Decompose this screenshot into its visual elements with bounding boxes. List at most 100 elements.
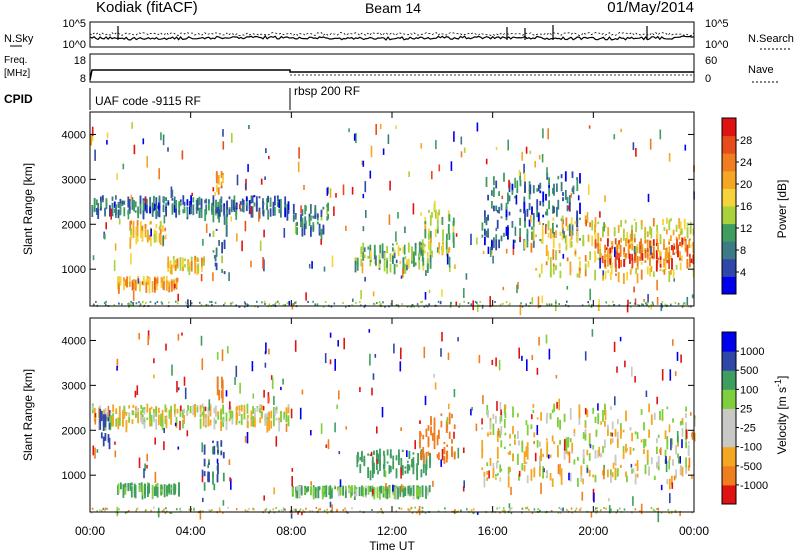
data-cell	[485, 158, 488, 165]
data-cell	[246, 303, 249, 306]
data-cell	[668, 241, 670, 245]
data-cell	[484, 236, 486, 246]
data-cell	[205, 416, 207, 426]
data-cell	[135, 509, 137, 512]
data-cell	[245, 203, 248, 206]
data-cell	[675, 469, 677, 479]
data-cell	[130, 486, 133, 498]
data-cell	[361, 452, 363, 456]
data-cell	[486, 462, 489, 467]
data-cell	[407, 258, 410, 269]
data-cell	[194, 260, 197, 270]
data-cell	[440, 459, 442, 467]
data-cell	[275, 406, 278, 411]
data-cell	[386, 461, 389, 464]
data-cell	[673, 243, 676, 248]
data-cell	[435, 140, 437, 150]
data-cell	[523, 465, 526, 472]
data-cell	[222, 511, 224, 514]
data-cell	[520, 302, 522, 305]
data-cell	[132, 302, 134, 304]
data-cell	[386, 264, 388, 274]
data-cell	[655, 242, 658, 247]
data-cell	[521, 463, 524, 471]
data-cell	[208, 459, 210, 464]
data-cell	[393, 252, 396, 259]
data-cell	[112, 404, 114, 413]
data-cell	[214, 262, 217, 267]
data-cell	[445, 240, 448, 250]
data-cell	[613, 134, 616, 140]
data-cell	[438, 242, 441, 250]
data-cell	[235, 508, 238, 511]
data-cell	[205, 198, 208, 204]
data-cell	[511, 221, 514, 228]
x-tick-label: 00:00	[679, 524, 709, 538]
data-cell	[190, 257, 193, 261]
data-cell	[601, 258, 604, 264]
data-cell	[491, 359, 494, 366]
data-cell	[209, 419, 212, 426]
data-cell	[656, 508, 658, 510]
data-cell	[431, 432, 434, 437]
data-cell	[619, 252, 622, 257]
data-cell	[511, 183, 514, 192]
data-cell	[200, 209, 203, 218]
data-cell	[296, 221, 298, 226]
data-cell	[553, 405, 556, 412]
data-cell	[189, 201, 191, 207]
data-cell	[107, 438, 110, 443]
data-cell	[253, 508, 255, 511]
data-cell	[496, 446, 499, 459]
data-cell	[312, 300, 314, 303]
data-cell	[446, 246, 448, 257]
data-cell	[557, 175, 560, 180]
data-cell	[236, 412, 238, 421]
data-cell	[521, 305, 524, 308]
data-cell	[559, 463, 561, 476]
data-cell	[610, 438, 612, 445]
data-cell	[587, 301, 589, 304]
data-cell	[127, 484, 130, 492]
data-cell	[591, 220, 594, 231]
data-cell	[138, 333, 140, 340]
data-cell	[505, 301, 508, 304]
data-cell	[442, 229, 444, 242]
data-cell	[650, 507, 653, 509]
data-cell	[93, 303, 95, 306]
data-cell	[110, 208, 112, 220]
data-cell	[187, 259, 190, 264]
data-cell	[421, 249, 424, 262]
data-cell	[607, 256, 609, 267]
data-cell	[429, 243, 432, 255]
data-cell	[168, 281, 171, 293]
freq-trace	[89, 69, 694, 81]
data-cell	[142, 276, 145, 285]
colorbar-tick-label: 4	[740, 267, 746, 279]
data-cell	[463, 147, 466, 153]
data-cell	[481, 427, 484, 430]
data-cell	[331, 255, 334, 267]
data-cell	[186, 210, 189, 218]
data-cell	[154, 302, 157, 305]
data-cell	[681, 428, 684, 437]
data-cell	[348, 128, 350, 133]
data-cell	[149, 418, 151, 427]
data-cell	[531, 414, 533, 420]
data-cell	[487, 409, 489, 418]
data-cell	[291, 487, 294, 496]
data-cell	[230, 216, 232, 222]
data-cell	[406, 259, 408, 265]
data-cell	[111, 202, 114, 207]
data-cell	[484, 210, 486, 217]
data-cell	[514, 434, 516, 439]
data-cell	[645, 390, 648, 397]
data-cell	[472, 508, 475, 511]
data-cell	[128, 405, 131, 409]
data-cell	[355, 488, 358, 497]
data-cell	[392, 455, 395, 460]
data-cell	[305, 205, 307, 211]
data-cell	[278, 509, 280, 512]
data-cell	[212, 230, 215, 238]
